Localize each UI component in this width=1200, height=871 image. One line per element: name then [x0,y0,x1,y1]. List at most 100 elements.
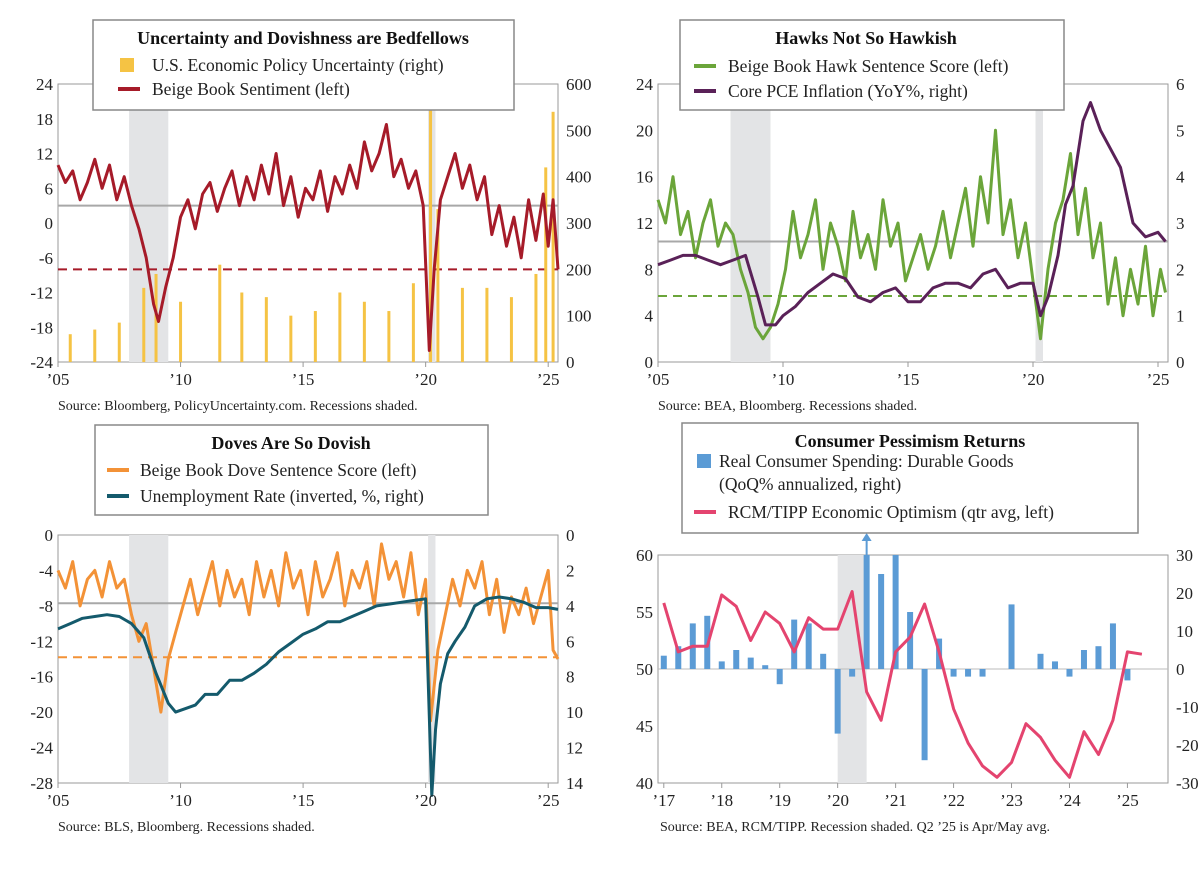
left-tick-label: 4 [645,307,654,326]
left-tick-label: 16 [636,168,653,187]
legend-label: Real Consumer Spending: Durable Goods [719,451,1014,471]
left-tick-label: 24 [636,75,654,94]
chart-title: Uncertainty and Dovishness are Bedfellow… [137,28,469,48]
right-tick-label: 3 [1176,214,1185,233]
right-tick-label: -10 [1176,698,1199,717]
bar [534,273,538,362]
left-tick-label: 8 [645,260,654,279]
x-tick-label: ’15 [292,370,315,389]
bar [863,555,870,669]
left-tick-label: -6 [39,249,53,268]
x-tick-label: ’05 [47,370,70,389]
left-axis-ticks: 60 55 50 45 40 [636,546,653,793]
left-tick-label: 60 [636,546,653,565]
x-tick-label: ’25 [1147,370,1170,389]
bar [834,669,841,734]
bar [264,297,268,362]
x-tick-label: ’10 [169,791,192,810]
right-tick-label: -30 [1176,774,1199,793]
x-tick-label: ’25 [1116,791,1139,810]
x-tick-label: ’24 [1058,791,1081,810]
bar [1037,653,1044,669]
bar [313,311,317,362]
left-tick-label: 55 [636,603,653,622]
legend-label: Beige Book Sentiment (left) [152,79,350,99]
right-axis-ticks: 30 20 10 0 -10 -20 -30 [1176,546,1199,793]
bar [805,623,812,669]
bar [411,283,415,362]
right-tick-label: 0 [566,526,575,545]
bar [892,555,899,669]
bar [93,329,97,362]
legend-label: Unemployment Rate (inverted, %, right) [140,486,424,506]
x-tick-label: ’18 [710,791,733,810]
right-tick-label: 0 [1176,353,1185,372]
left-tick-label: -20 [30,703,53,722]
bar [68,334,72,362]
bar [509,297,513,362]
bar [387,311,391,362]
left-tick-label: -18 [30,318,53,337]
x-tick-label: ’25 [537,791,560,810]
left-tick-label: -12 [30,284,53,303]
left-tick-label: 45 [636,717,653,736]
x-axis-ticks: ’05 ’10 ’15 ’20 ’25 [647,362,1170,389]
legend-box [681,422,1139,534]
x-axis-ticks: ’05 ’10 ’15 ’20 ’25 [47,783,560,810]
bar [878,574,885,669]
source-note: Source: BEA, Bloomberg. Recessions shade… [658,399,917,414]
right-tick-label: 0 [1176,660,1185,679]
recession-shade [129,84,169,362]
bar [117,322,121,362]
bar [436,209,440,362]
bar [965,669,972,677]
chart-title: Hawks Not So Hawkish [775,28,957,48]
bar [551,111,555,362]
bar [733,650,740,669]
bar [179,301,183,362]
right-tick-label: 6 [566,632,575,651]
x-tick-label: ’20 [1022,370,1045,389]
right-tick-label: 14 [566,774,584,793]
left-tick-label: 12 [636,214,653,233]
bar [240,292,244,362]
right-axis-ticks: 0 2 4 6 8 10 12 14 [566,526,584,793]
bar [660,655,667,669]
x-tick-label: ’05 [47,791,70,810]
right-axis-ticks: 600 500 400 300 200 100 0 [566,75,592,372]
right-tick-label: 20 [1176,584,1193,603]
right-tick-label: 100 [566,307,592,326]
bar [1095,646,1102,669]
right-tick-label: 500 [566,121,592,140]
right-tick-label: 5 [1176,121,1185,140]
left-tick-label: 12 [36,145,53,164]
left-tick-label: 24 [36,75,54,94]
legend-box [679,19,1065,111]
x-tick-label: ’05 [647,370,670,389]
right-tick-label: 2 [1176,260,1185,279]
legend: Consumer Pessimism Returns Real Consumer… [681,422,1139,534]
x-tick-label: ’19 [768,791,791,810]
left-tick-label: 50 [636,660,653,679]
bar [820,653,827,669]
right-tick-label: 8 [566,668,575,687]
left-tick-label: -16 [30,668,53,687]
series-line [656,128,1167,341]
bar [849,669,856,677]
right-tick-label: 2 [566,561,575,580]
x-tick-label: ’21 [884,791,907,810]
x-tick-label: ’23 [1000,791,1023,810]
series-line [57,595,559,797]
chart-title: Doves Are So Dovish [211,433,370,453]
legend-box [94,424,489,516]
legend-label: Core PCE Inflation (YoY%, right) [728,81,968,101]
series-line [56,542,560,723]
bar [675,646,682,669]
right-tick-label: 6 [1176,75,1185,94]
source-note: Source: BLS, Bloomberg. Recessions shade… [58,820,315,835]
legend-label: (QoQ% annualized, right) [719,474,901,494]
right-tick-label: 400 [566,168,592,187]
